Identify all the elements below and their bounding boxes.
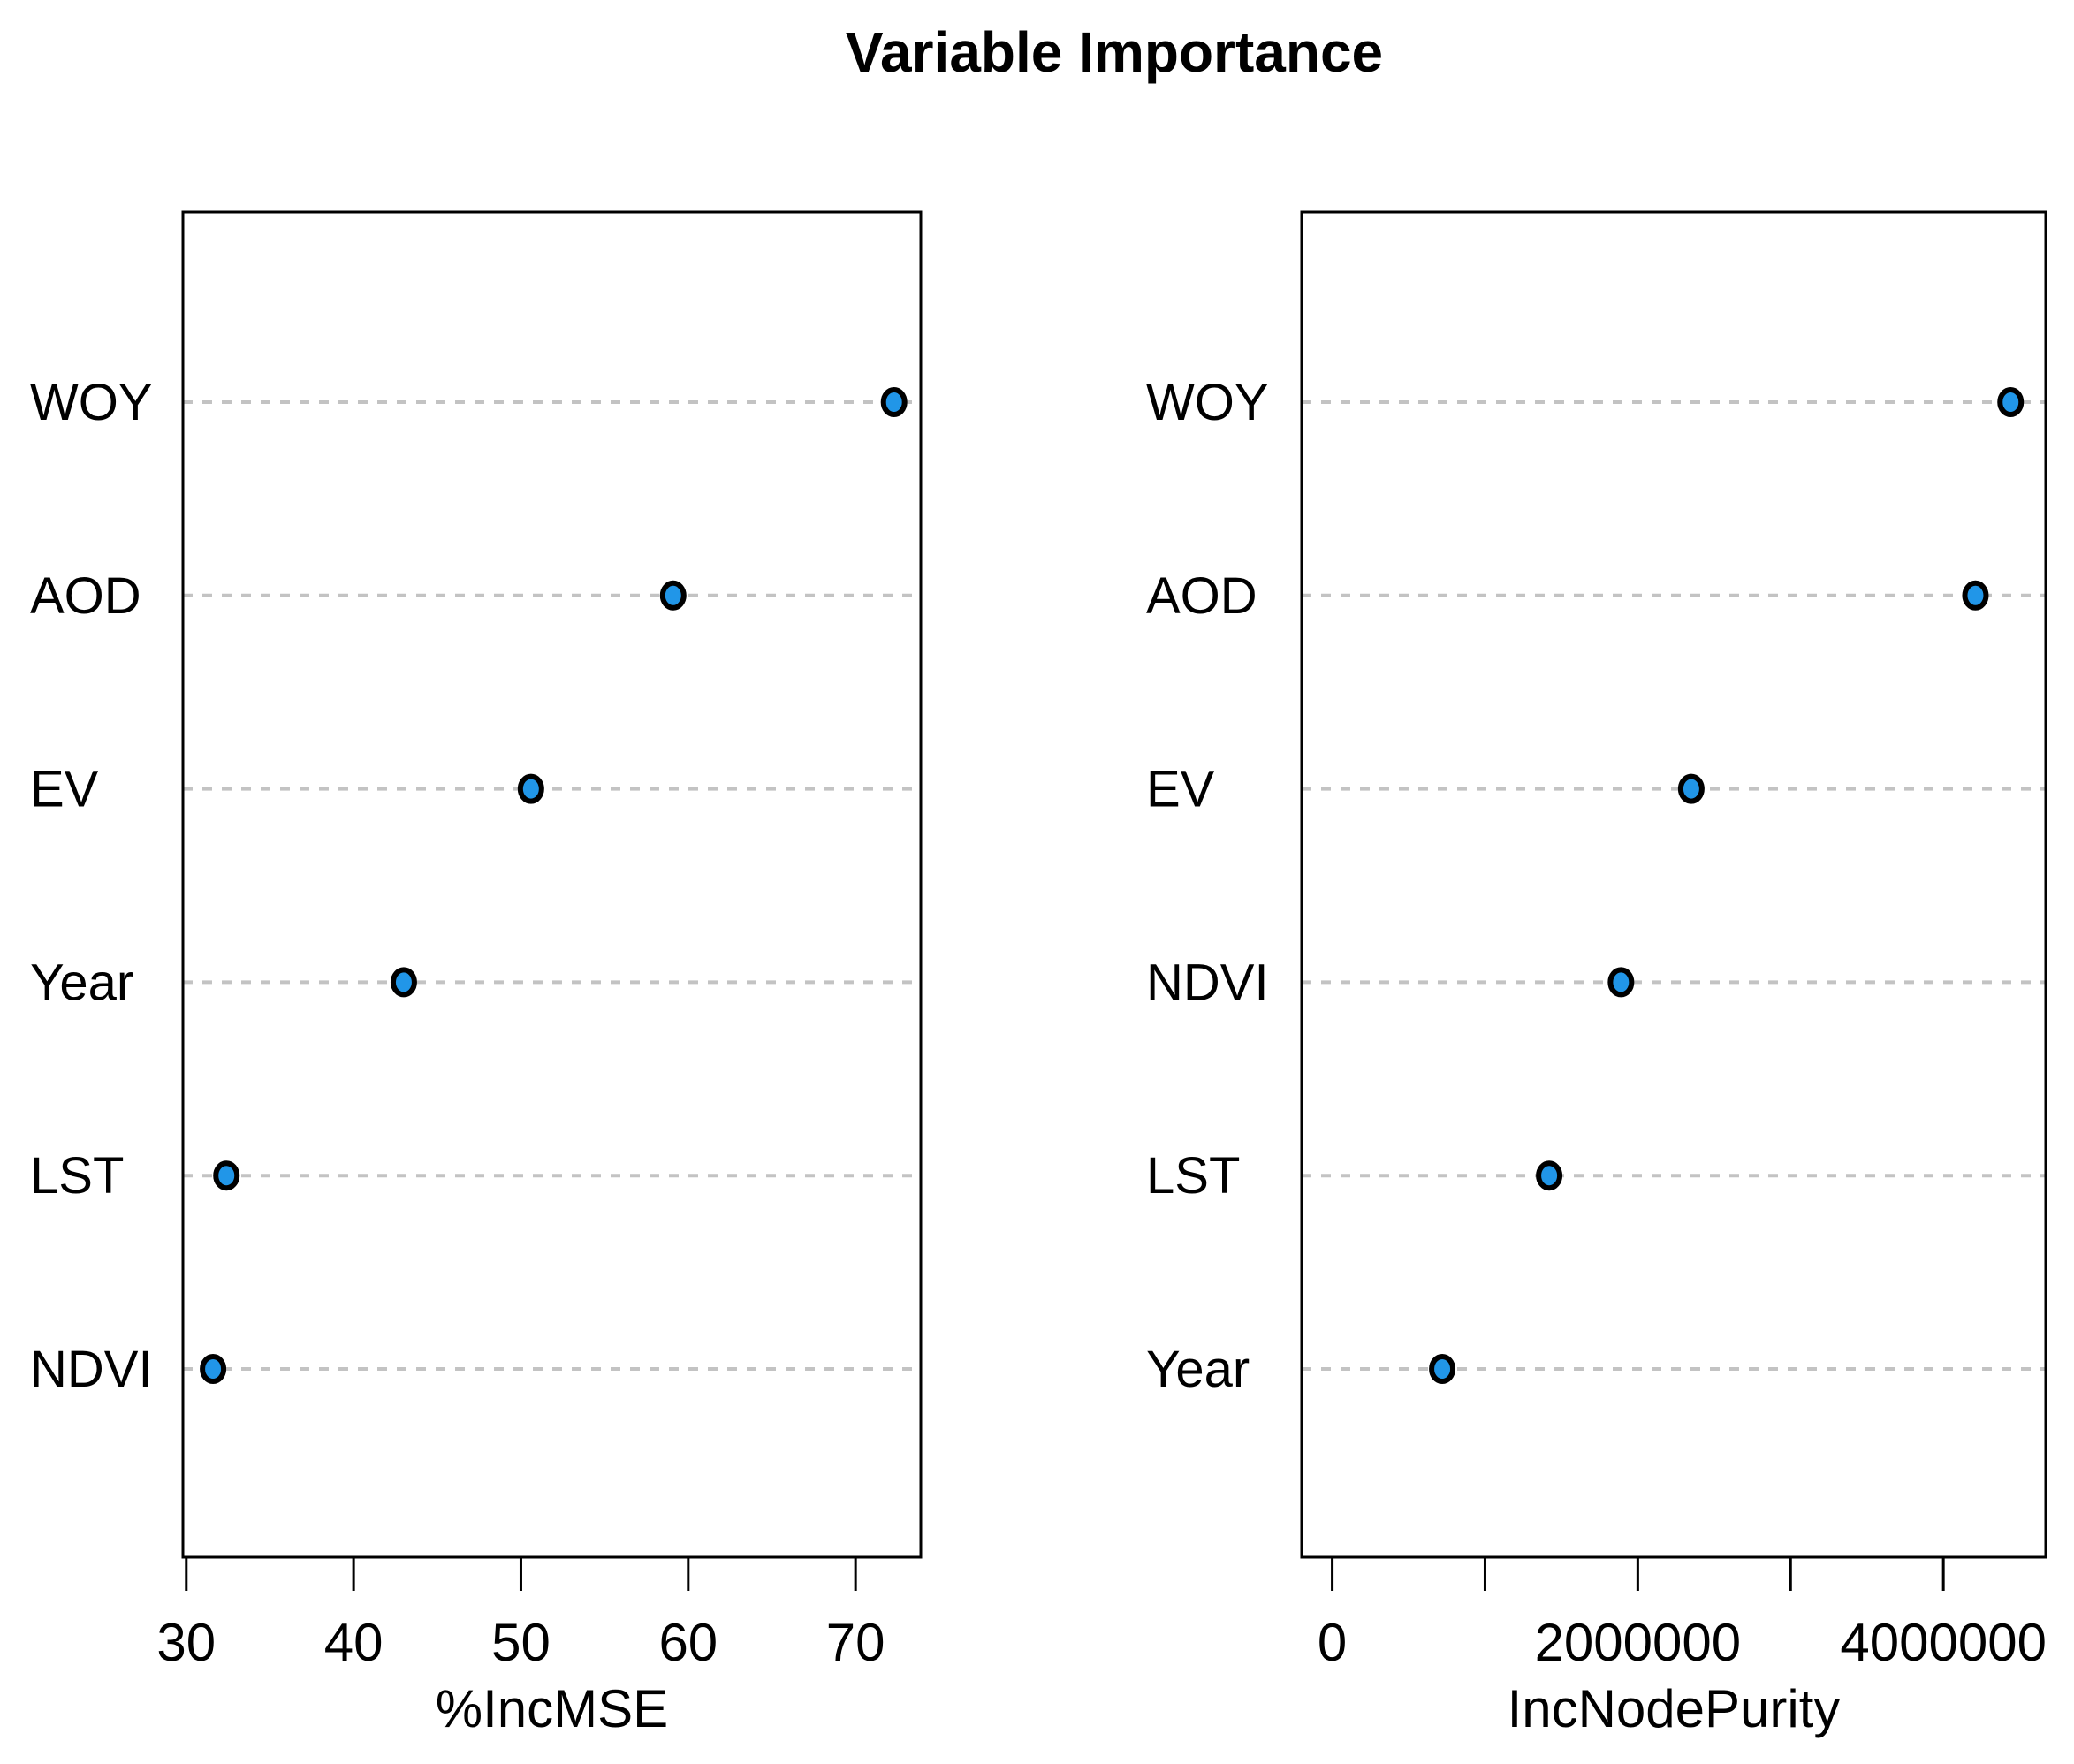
variable-label: Year bbox=[30, 954, 133, 1011]
data-point bbox=[1677, 773, 1705, 804]
data-point bbox=[659, 580, 687, 611]
left-panel: WOY AOD EV Year LST NDVI 30 40 50 60 70 %IncMSE bbox=[30, 210, 923, 1738]
tick-label: 70 bbox=[826, 1613, 885, 1672]
plot-box bbox=[1300, 210, 2047, 1559]
data-point bbox=[1536, 1160, 1563, 1191]
variable-label: AOD bbox=[1146, 567, 1257, 625]
right-panel: WOY AOD EV NDVI LST Year 0 2000000 4000000 IncNod… bbox=[1146, 210, 2047, 1738]
plot-box bbox=[181, 210, 923, 1559]
variable-label: EV bbox=[1146, 761, 1215, 818]
variable-label: WOY bbox=[30, 374, 153, 431]
variable-label: EV bbox=[30, 761, 99, 818]
data-point bbox=[213, 1160, 240, 1191]
tick-label: 4000000 bbox=[1840, 1613, 2047, 1672]
data-point bbox=[880, 387, 908, 417]
variable-label: NDVI bbox=[30, 1341, 153, 1398]
data-point bbox=[517, 773, 544, 804]
data-point bbox=[1607, 967, 1635, 998]
x-axis-title: %IncMSE bbox=[436, 1679, 668, 1738]
variable-label: WOY bbox=[1146, 374, 1269, 431]
tick-label: 40 bbox=[324, 1613, 384, 1672]
data-point bbox=[1997, 387, 2025, 417]
tick-label: 2000000 bbox=[1535, 1613, 1742, 1672]
data-point bbox=[1429, 1354, 1456, 1384]
x-axis-title: IncNodePurity bbox=[1508, 1679, 1841, 1738]
tick-label: 60 bbox=[658, 1613, 718, 1672]
data-point bbox=[1962, 580, 1989, 611]
variable-label: Year bbox=[1146, 1341, 1250, 1398]
variable-label: NDVI bbox=[1146, 954, 1269, 1011]
tick-label: 50 bbox=[491, 1613, 551, 1672]
variable-label: AOD bbox=[30, 567, 141, 625]
variable-label: LST bbox=[30, 1147, 124, 1205]
data-point bbox=[390, 967, 417, 998]
chart-title: Variable Importance bbox=[845, 20, 1384, 84]
data-point bbox=[200, 1354, 227, 1384]
tick-label: 0 bbox=[1318, 1613, 1347, 1672]
tick-label: 30 bbox=[156, 1613, 216, 1672]
variable-label: LST bbox=[1146, 1147, 1240, 1205]
